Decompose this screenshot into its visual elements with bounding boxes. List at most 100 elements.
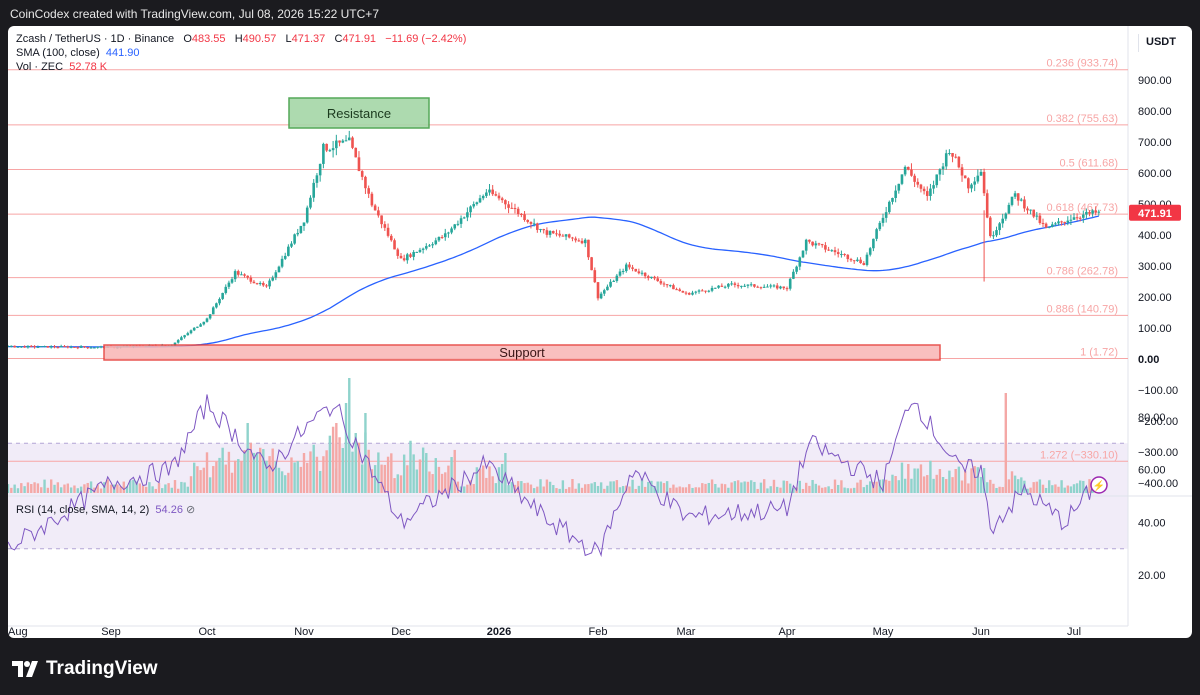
candle-body: [900, 174, 904, 184]
candle-body: [615, 275, 619, 281]
volume-bar: [948, 470, 951, 493]
candle-body: [846, 254, 850, 260]
price-tick-label: 0.00: [1138, 354, 1159, 366]
volume-spike: [982, 468, 986, 493]
time-tick-label: Mar: [677, 626, 696, 638]
rsi-tick-label: 60.00: [1138, 465, 1166, 477]
volume-bar: [733, 481, 737, 493]
volume-bar: [859, 479, 862, 493]
volume-bar: [1066, 485, 1069, 493]
candle-body: [567, 234, 571, 238]
volume-bar: [13, 484, 16, 493]
candle-body: [29, 345, 33, 347]
volume-bar: [776, 486, 779, 493]
candle-body: [833, 250, 837, 253]
volume-bar: [328, 435, 332, 493]
candle-body: [1023, 199, 1026, 209]
chart-frame[interactable]: 0.236 (933.74) 0.382 (755.63) 0.5 (611.68)…: [8, 26, 1192, 638]
candle-body: [318, 163, 322, 176]
price-tick-label: −100.00: [1138, 385, 1178, 397]
volume-bar: [63, 484, 66, 493]
candle-body: [485, 192, 488, 196]
volume-bar: [338, 437, 341, 493]
candle-body: [1088, 211, 1091, 214]
candle-body: [215, 303, 218, 308]
volume-bar: [656, 481, 659, 493]
candle-body: [173, 342, 177, 346]
volume-bar: [402, 454, 406, 493]
candle-body: [973, 181, 976, 185]
candle-body: [373, 205, 377, 211]
volume-bar: [681, 487, 685, 493]
volume-bar: [154, 488, 157, 493]
support-label: Support: [499, 345, 545, 360]
volume-bar: [707, 482, 711, 493]
volume-bar: [824, 487, 827, 493]
volume-bar: [963, 470, 967, 493]
candle-body: [545, 230, 549, 235]
volume-bar: [1075, 483, 1079, 493]
volume-bar: [500, 464, 504, 493]
volume-bar: [919, 464, 923, 493]
candle-body: [1057, 221, 1060, 224]
volume-bar: [941, 476, 945, 493]
candle-body: [526, 219, 530, 222]
volume-bar: [1007, 479, 1011, 493]
candle-body: [989, 217, 992, 236]
volume-bar: [478, 468, 482, 493]
volume-bar: [960, 480, 964, 493]
candle-body: [1066, 220, 1070, 223]
volume-bar: [180, 481, 183, 493]
alert-circle-icon: [1090, 476, 1108, 494]
candle-body: [811, 241, 814, 246]
ohlc-legend: Zcash / TetherUS · 1D · Binance O483.55 …: [16, 33, 466, 45]
volume-bar: [1029, 487, 1032, 493]
volume-bar: [1020, 477, 1023, 493]
candle-body: [1063, 221, 1066, 223]
candle-body: [243, 274, 246, 276]
candle-body: [668, 285, 672, 287]
candle-body: [730, 283, 733, 285]
candle-body: [280, 258, 284, 267]
candle-body: [596, 282, 600, 299]
candle-body: [66, 346, 70, 348]
candle-body: [1013, 193, 1017, 197]
rsi-label: RSI (14, close, SMA, 14, 2): [16, 504, 150, 516]
currency-label[interactable]: USDT: [1138, 34, 1183, 52]
candle-body: [881, 217, 885, 223]
volume-bar: [801, 488, 805, 493]
volume-bar: [891, 474, 894, 493]
volume-bar: [1060, 480, 1063, 493]
volume-bar: [485, 477, 488, 493]
price-chart[interactable]: 0.236 (933.74) 0.382 (755.63) 0.5 (611.68)…: [8, 26, 1192, 638]
candle-body: [424, 246, 428, 249]
candle-body: [985, 193, 989, 218]
volume-bar: [590, 483, 593, 493]
candle-body: [618, 271, 622, 276]
volume-bar: [903, 478, 907, 493]
rsi-legend: RSI (14, close, SMA, 14, 2) 54.26 ⊘: [16, 503, 195, 516]
volume-bar: [779, 487, 782, 493]
candle-body: [491, 189, 494, 195]
candle-body: [746, 284, 750, 286]
fib-level-label: 0.236 (933.74): [1046, 58, 1118, 70]
volume-bar: [603, 488, 606, 493]
volume-bar: [1035, 481, 1038, 493]
volume-bar: [1017, 479, 1020, 493]
volume-bar: [849, 488, 853, 493]
volume-spike: [364, 413, 367, 493]
candle-body: [872, 238, 875, 249]
volume-bar: [634, 488, 637, 493]
volume-bar: [466, 484, 469, 493]
candle-body: [561, 235, 565, 237]
candle-body: [46, 346, 50, 348]
volume-bar: [138, 483, 141, 493]
eye-off-icon[interactable]: ⊘: [186, 504, 196, 516]
volume-bar: [523, 483, 526, 493]
candle-body: [268, 280, 271, 287]
volume-bar: [762, 479, 766, 493]
candle-body: [910, 169, 913, 176]
volume-bar: [43, 479, 46, 493]
volume-bar: [833, 479, 837, 493]
candle-body: [33, 345, 36, 348]
